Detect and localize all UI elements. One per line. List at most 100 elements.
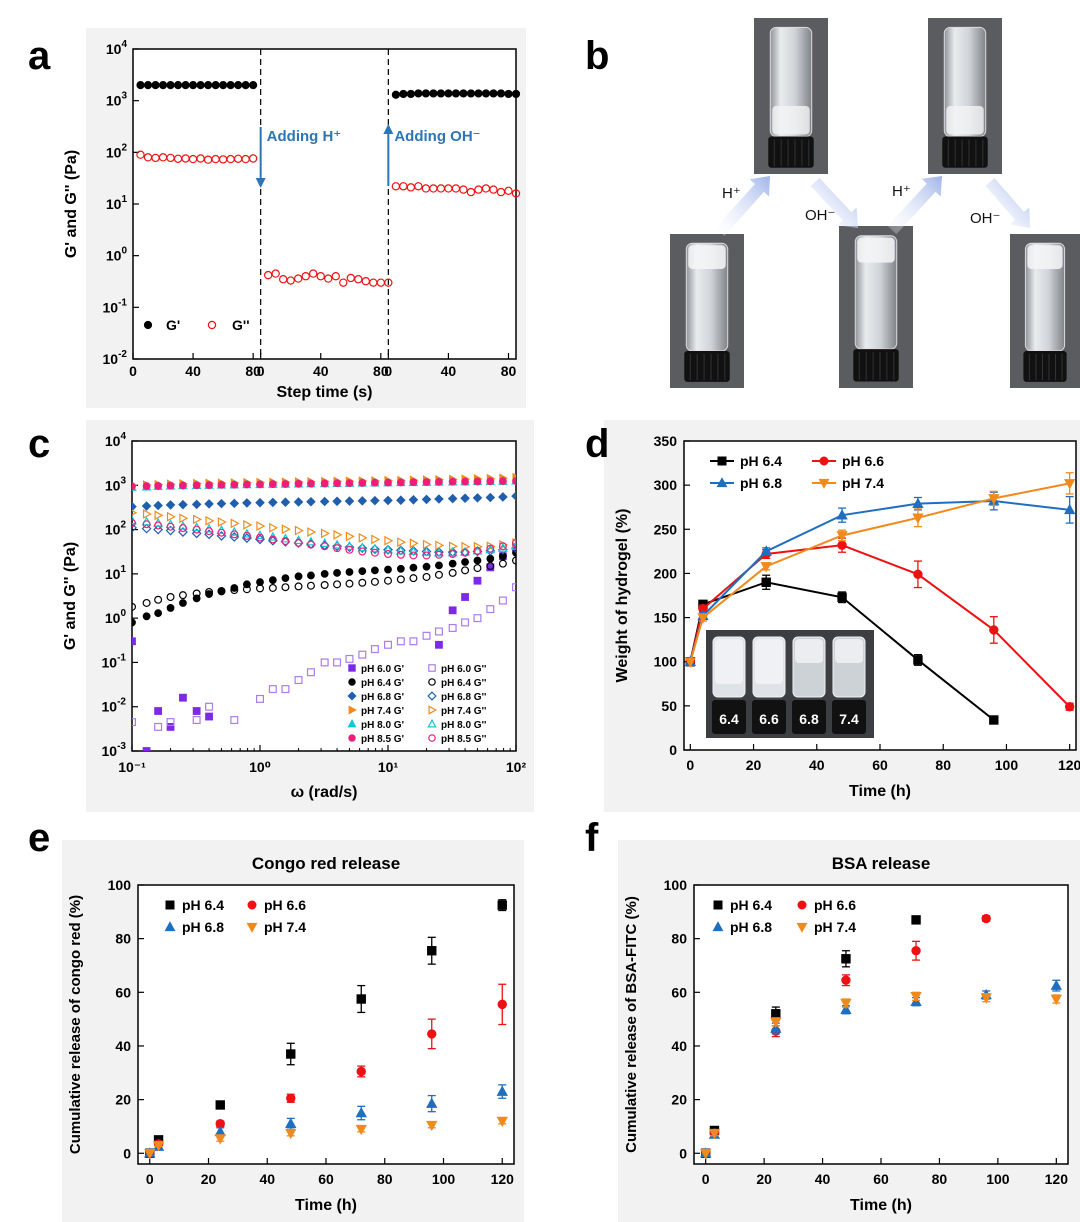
y-axis-label-f: Cumulative release of BSA-FITC (%) [623,896,640,1153]
data-point-gprime [196,81,205,90]
data-point-c [165,500,176,510]
data-point-c [358,578,367,587]
data-point-gdoubleprime [466,187,476,197]
data-point-gprime [241,81,250,90]
legend-marker-gprime [143,320,153,330]
ion-label-3: H⁺ [892,183,911,200]
data-point-e [496,1116,508,1128]
legend-label-c: pH 8.5 G' [361,734,404,745]
data-point-c [472,493,483,503]
data-point-c [307,527,317,537]
y-tick-label-e: 20 [115,1092,131,1108]
data-point-c [344,496,355,506]
data-point-c [242,498,252,508]
inset-vial-content [715,639,743,684]
x-tick-label-f: 20 [756,1171,772,1187]
data-point-c [217,517,227,527]
legend-marker-e [246,922,258,933]
data-point-c [448,559,457,568]
data-point-f [841,975,851,985]
ion-label-1: H⁺ [722,185,741,202]
data-point-gprime [496,89,506,98]
legend-marker-e [165,900,175,910]
x-tick-label-d: 100 [995,757,1019,773]
data-point-c [345,531,355,542]
data-point-c [397,537,407,548]
data-point-e [497,900,507,910]
panel-letter-c: c [28,422,51,466]
data-point-d [989,715,999,725]
data-point-c [256,694,265,703]
data-point-c [230,530,239,539]
data-point-c [486,605,495,614]
y-tick-label-e: 60 [115,984,131,1000]
sol-liquid [772,105,810,135]
data-point-d [913,655,923,665]
data-point-c [448,477,457,486]
data-point-c [473,556,482,565]
data-point-gprime [143,81,153,90]
y-tick-label-e: 0 [123,1145,131,1161]
data-point-c [396,564,405,573]
chart-title-e: Congo red release [252,854,400,873]
legend-label-f: pH 6.6 [814,897,856,913]
data-point-gprime [406,89,415,99]
x-tick-label-c: 10² [506,759,527,775]
data-point-c [448,606,457,615]
data-point-c [498,477,507,486]
annotation-adding-oh: Adding OH⁻ [394,128,480,145]
y-tick-label-d: 350 [654,433,678,449]
data-point-gprime [181,81,190,90]
data-point-c [280,497,291,507]
data-point-f [910,992,922,1003]
data-point-c [369,543,380,553]
data-point-c [333,658,342,667]
data-point-gprime [391,90,400,99]
data-point-e [355,1106,367,1118]
data-point-c [268,583,277,592]
data-point-c [396,495,406,506]
data-point-c [409,574,418,583]
data-point-c [243,519,253,530]
y-tick-label-f: 60 [671,984,687,1000]
data-point-c [396,550,405,559]
vial-photo-1 [670,234,744,388]
data-point-c [192,525,201,534]
data-point-c [461,566,470,575]
data-point-c [396,575,405,584]
data-point-gprime [173,81,183,90]
vial-cap [942,136,988,168]
data-point-c [369,544,380,555]
data-point-gprime [151,81,160,90]
legend-label-c: pH 8.0 G'' [441,720,486,731]
data-point-c [306,581,315,590]
x-tick-label-d: 60 [872,757,888,773]
chart-c: 10-3 10-2 10-1 100 101 102 103 104 10⁻¹ 10⁰ 10¹ 10²… [62,431,526,801]
data-point-c [320,528,330,539]
data-point-c [192,707,201,715]
data-point-d [912,497,924,508]
data-point-c [384,535,394,546]
x-axis-label-d: Time (h) [849,783,911,800]
legend-marker-gdoubleprime [207,320,217,330]
data-point-c [396,478,405,487]
data-point-c [384,576,393,585]
data-point-f [700,1148,712,1160]
data-point-gdoubleprime [331,272,340,281]
data-point-c [383,544,393,555]
y-tick-label-f: 20 [671,1092,687,1108]
data-point-c [485,544,496,554]
legend-label-e: pH 6.4 [182,897,224,913]
data-point-c [281,480,290,488]
x-tick-label-d: 80 [935,757,951,773]
data-point-c [434,550,443,559]
data-point-c [142,509,152,519]
data-point-c [132,509,138,516]
data-point-c [256,521,266,531]
data-point-c [345,545,354,554]
data-point-gprime [158,81,168,90]
data-point-c [154,481,163,490]
y-tick-label-f: 100 [664,877,688,893]
data-point-c [333,580,342,589]
data-point-c [166,723,175,731]
